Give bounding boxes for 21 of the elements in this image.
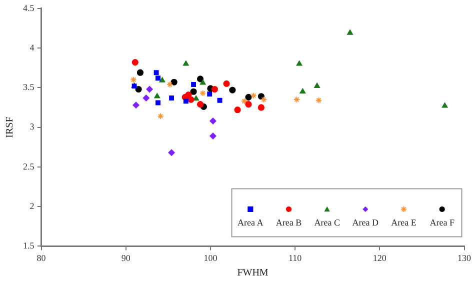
- x-tick-label: 100: [204, 252, 218, 263]
- y-tick-label: 3: [30, 122, 35, 132]
- legend-label: Area F: [430, 218, 454, 228]
- legend-label: Area E: [391, 218, 417, 228]
- legend-label: Area C: [314, 218, 340, 228]
- y-tick-label: 4.5: [23, 2, 35, 13]
- y-tick-label: 2.5: [23, 161, 35, 172]
- x-tick-label: 120: [372, 252, 387, 263]
- legend-label: Area B: [276, 218, 302, 228]
- legend-label: Area A: [238, 218, 264, 228]
- y-tick-label: 2: [30, 200, 34, 211]
- x-tick-label: 90: [121, 252, 131, 263]
- x-axis-title: FWHM: [237, 268, 268, 279]
- y-tick-label: 3.5: [23, 82, 35, 92]
- y-axis-title: IRSF: [4, 116, 16, 138]
- y-tick-label: 4: [30, 42, 35, 52]
- legend-label: Area D: [352, 218, 380, 228]
- x-tick-label: 130: [458, 252, 472, 263]
- x-tick-label: 80: [36, 252, 46, 263]
- y-tick-label: 1.5: [23, 240, 35, 251]
- x-tick-label: 110: [288, 252, 302, 263]
